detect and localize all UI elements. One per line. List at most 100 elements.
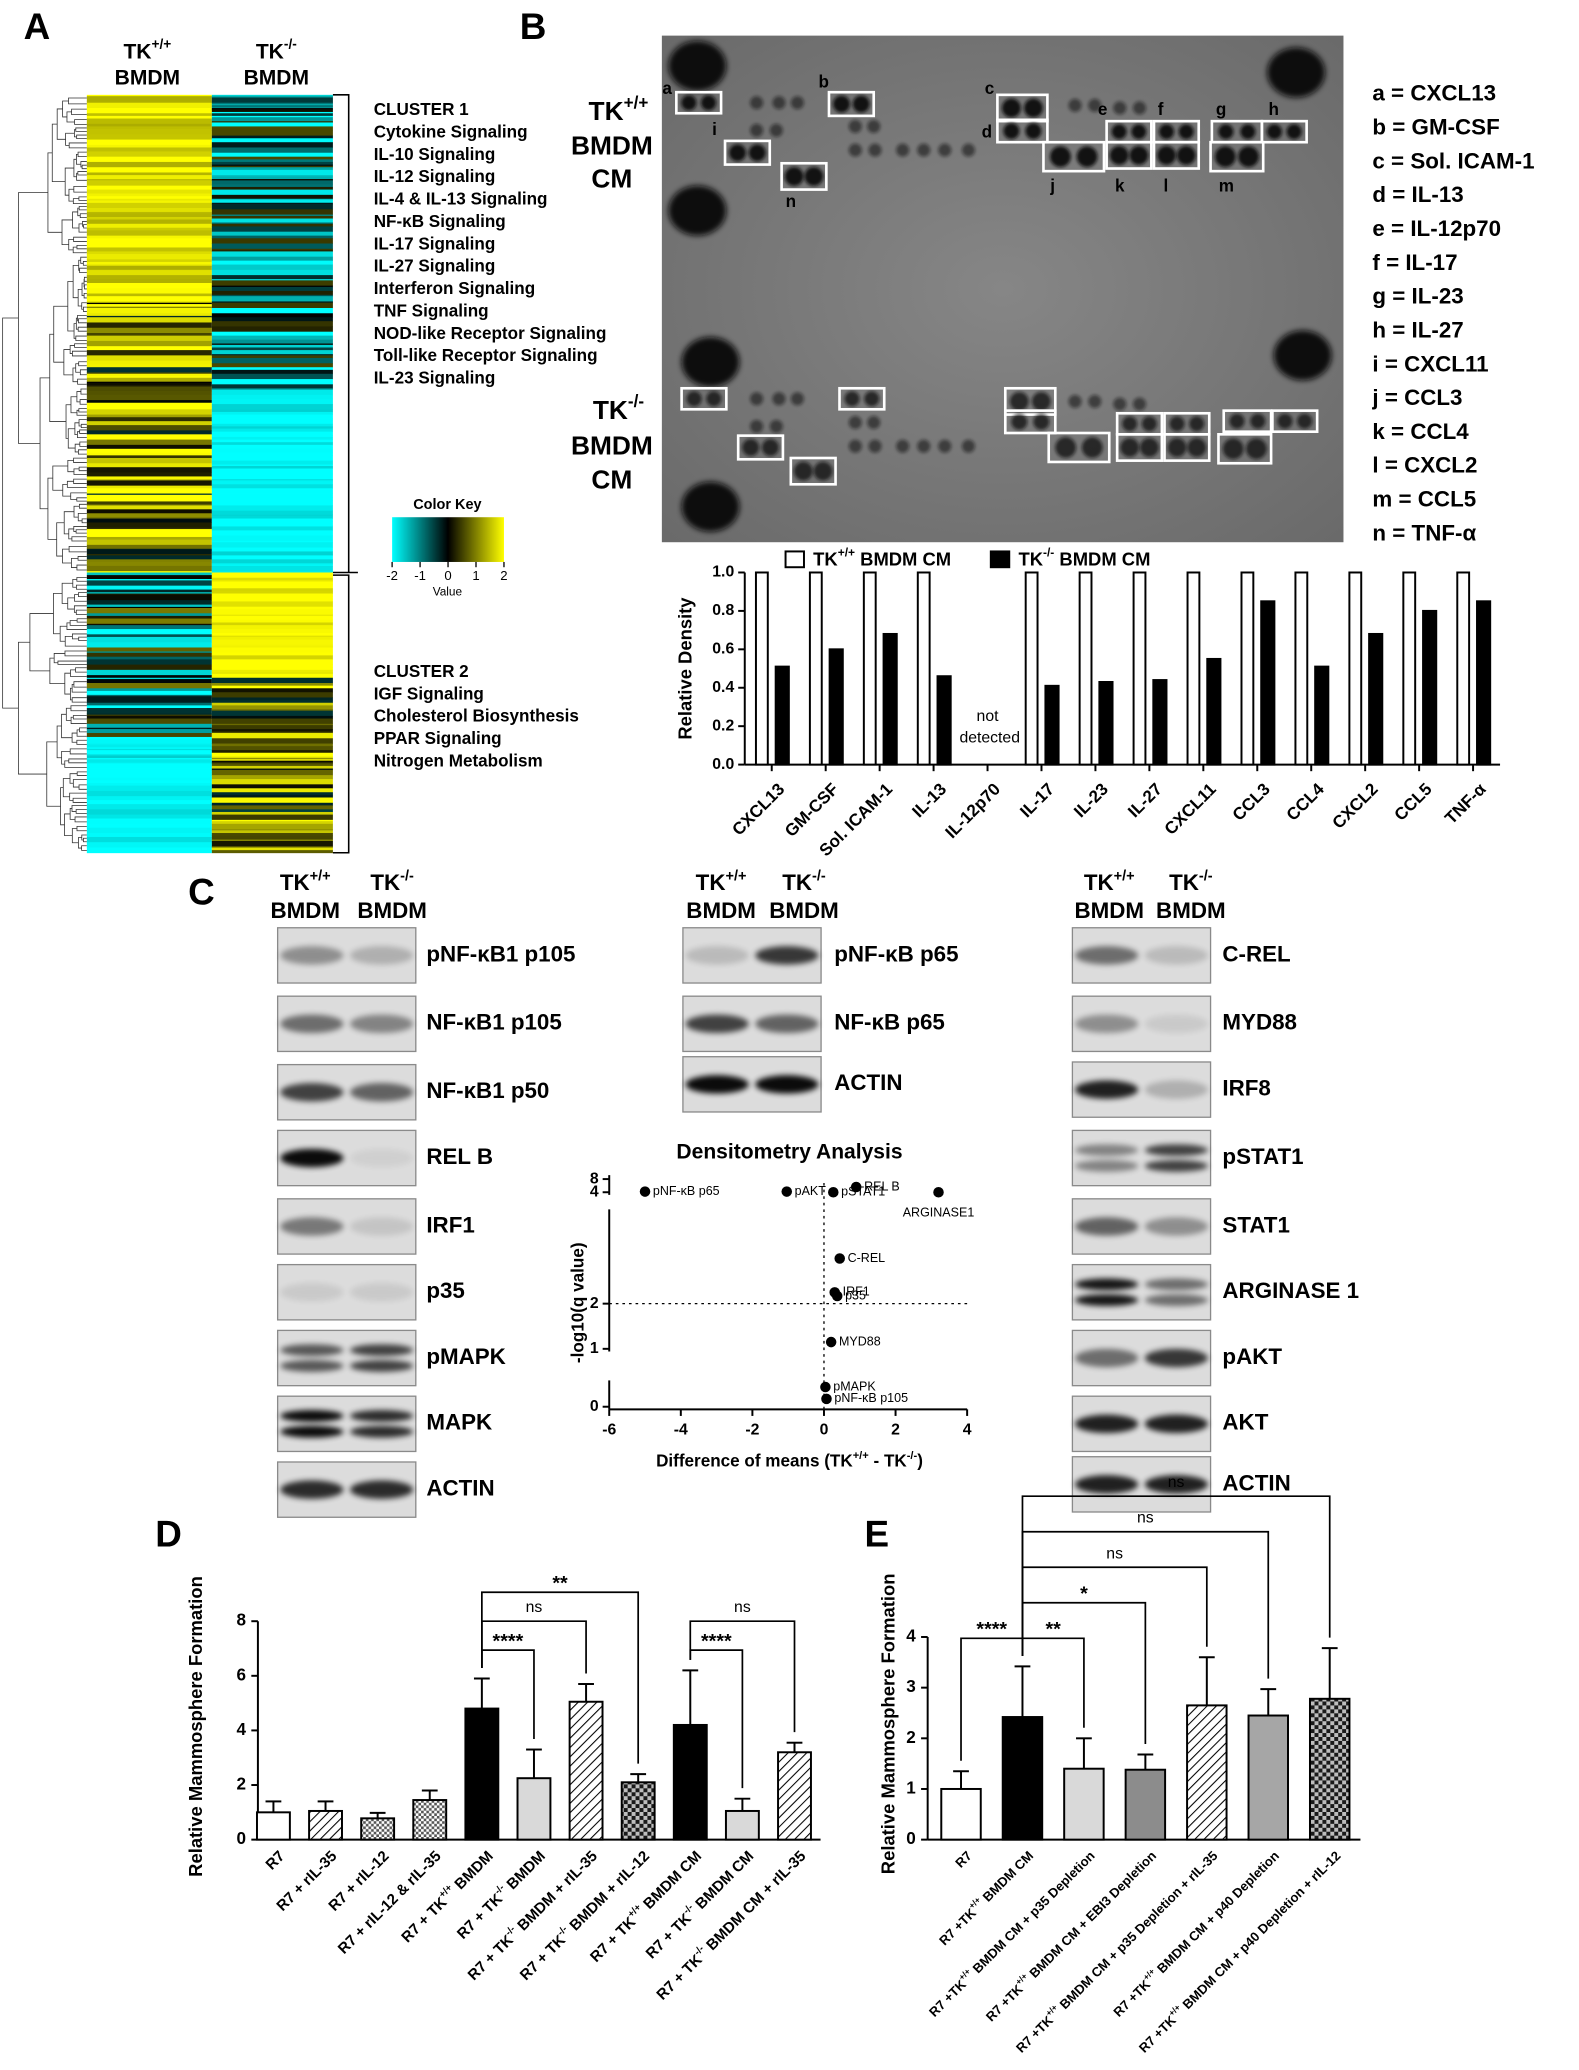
heatmap-row [211,763,333,767]
heatmap-row [211,715,333,719]
chart-title: Densitometry Analysis [676,1140,902,1163]
protein-label: AKT [1222,1410,1268,1435]
heatmap-row [211,414,333,419]
array-spot [868,143,882,157]
heatmap-row [86,571,212,573]
heatmap-row [211,768,333,771]
bar [516,1777,552,1841]
point-label: pNF-κB p65 [653,1184,720,1198]
point-label: pAKT [795,1184,827,1198]
bar [1422,609,1438,766]
heatmap-row [211,580,333,583]
panel-label: D [155,1514,182,1555]
array-spot [938,143,952,157]
heatmap-row [86,761,212,764]
point-label: ARGINASE1 [903,1206,975,1220]
array-spot [832,95,851,113]
heatmap-row [86,605,212,608]
heatmap-row [86,376,212,379]
y-tick-label: 8 [237,1611,247,1630]
heatmap-row [86,179,212,181]
heatmap-row [86,238,212,244]
bar [1024,571,1039,766]
heatmap-row [211,572,333,579]
heatmap-row [86,804,212,810]
y-axis-title: Relative Mammosphere Formation [877,1573,898,1874]
cluster-bracket [332,94,358,574]
spot-letter: c [985,79,995,98]
heatmap-row [86,304,212,308]
x-tick-label: 0 [820,1422,829,1439]
array-spot [1068,394,1082,409]
pathway: IL-27 Signaling [374,257,496,276]
heatmap-row [211,113,333,117]
array-spot [1266,124,1282,140]
heatmap-row [211,629,333,634]
superscript: -/- [400,868,414,884]
heatmap-row [86,185,212,190]
array-spot [961,439,976,453]
heatmap-row [211,797,333,802]
heatmap-row [211,756,333,759]
bar [1456,571,1471,766]
bar [1476,600,1492,766]
protein-label: REL B [426,1144,493,1169]
heatmap-row [86,151,212,158]
bar [1247,1714,1289,1841]
protein-label: ACTIN [426,1476,494,1501]
array-spot [1222,438,1244,460]
heatmap-row [86,223,212,229]
heatmap-row [211,697,333,701]
heatmap-row [211,590,333,594]
heatmap-row [86,101,212,104]
heatmap-row [86,623,212,626]
heatmap-row [86,172,212,176]
heatmap-row [86,763,212,769]
significance-bracket [481,1591,640,1764]
heatmap-row [86,747,212,750]
heatmap-row [211,652,333,656]
heatmap-row [211,164,333,167]
array-spot [750,392,764,406]
heatmap-row [86,355,212,362]
data-point [639,1186,651,1197]
heatmap-row [86,156,212,163]
bar [1063,1767,1105,1841]
spot-letter: i [712,120,717,139]
spot-letter: d [982,123,992,142]
heatmap-row [86,247,212,252]
y-tick-label: 0.4 [712,679,734,696]
heatmap-row [86,679,212,684]
y-tick-label: 0 [237,1829,247,1848]
blot-header: BMDM [1074,898,1144,923]
heatmap-row [86,634,212,638]
heatmap-row [86,809,212,815]
heatmap-row [86,759,212,763]
heatmap-row [86,675,212,679]
spot-box [996,118,1049,144]
array-key: a = CXCL13 [1372,81,1496,106]
y-tick-label: 1.0 [712,564,734,581]
heatmap-row [86,296,212,302]
protein-label: NF-κB1 p105 [426,1010,561,1035]
blot-strip [276,1329,417,1387]
heatmap-row [211,814,333,821]
heatmap-row [86,847,212,851]
array-spot [772,96,786,110]
array-row-label: CM [591,163,632,193]
heatmap-row [86,550,212,555]
heatmap-row [86,608,212,614]
protein-label: IRF8 [1222,1076,1270,1101]
blot-band [1075,1144,1139,1157]
heatmap-row [86,251,212,255]
blot-band [350,1480,414,1499]
heatmap-row [86,651,212,654]
heatmap-row [211,189,333,196]
array-spot [1189,416,1205,432]
heatmap-row [86,629,212,635]
heatmap-row [211,835,333,840]
heatmap-row [86,606,212,609]
heatmap-row [211,811,333,815]
heatmap-row [86,729,212,733]
array-key: b = GM-CSF [1372,115,1499,140]
